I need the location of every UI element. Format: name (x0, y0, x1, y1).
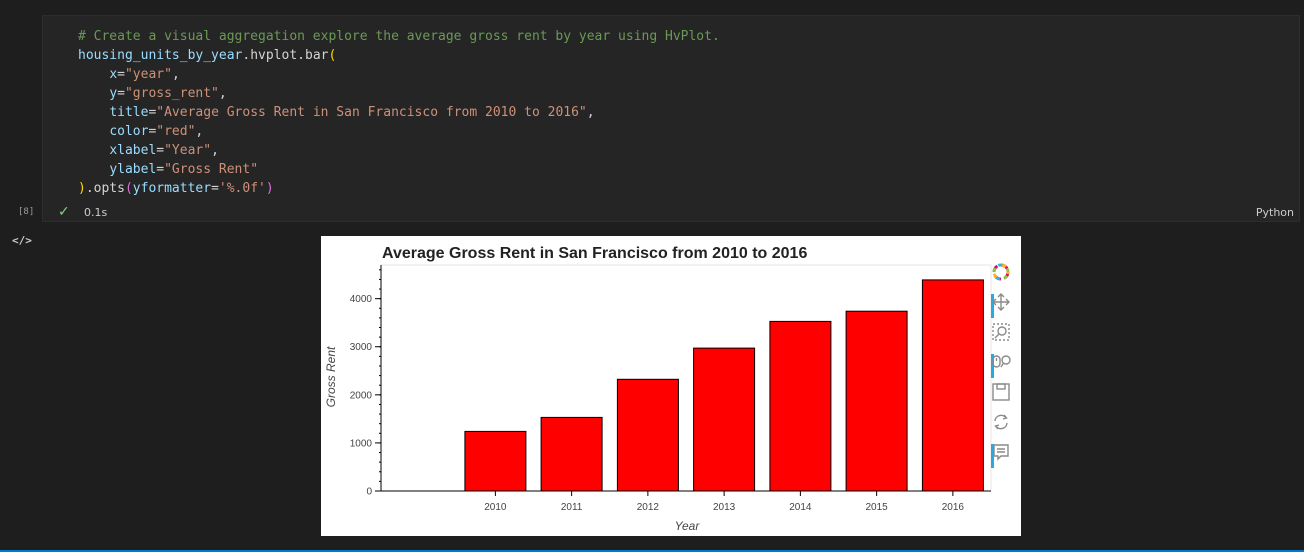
execution-time: 0.1s (84, 206, 108, 219)
bar-2010[interactable] (464, 430, 527, 492)
reset-icon[interactable] (991, 412, 1021, 440)
y-tick-label: 0 (366, 487, 372, 498)
y-axis: 0 1000 2000 3000 4000 (350, 265, 382, 498)
wheel-zoom-icon[interactable] (991, 352, 1021, 380)
x-tick-label: 2012 (637, 502, 660, 513)
bar-2011[interactable] (540, 416, 603, 492)
code-editor[interactable]: # Create a visual aggregation explore th… (78, 29, 720, 196)
bar-chart[interactable]: Average Gross Rent in San Francisco from… (321, 236, 1021, 536)
bar-2012[interactable] (616, 378, 679, 492)
save-icon[interactable] (991, 382, 1021, 410)
y-axis-label: Gross Rent (324, 346, 338, 407)
bars (464, 279, 984, 492)
language-selector[interactable]: Python (1255, 206, 1294, 219)
code-cell[interactable]: # Create a visual aggregation explore th… (42, 15, 1300, 222)
status-bar-edge (0, 550, 1304, 552)
plot-toolbar (991, 262, 1021, 472)
x-tick-label: 2011 (561, 502, 583, 513)
hover-icon[interactable] (991, 442, 1021, 470)
code-line-comment: # Create a visual aggregation explore th… (78, 29, 720, 44)
pan-icon[interactable] (991, 292, 1021, 320)
x-axis: 2010 2011 2012 2013 2014 2015 2016 (381, 490, 991, 513)
box-zoom-icon[interactable] (991, 322, 1021, 350)
x-axis-label: Year (675, 519, 701, 533)
y-tick-label: 3000 (350, 342, 373, 353)
bar-2016[interactable] (921, 279, 984, 492)
code-icon[interactable]: </> (12, 234, 32, 247)
x-tick-label: 2014 (789, 502, 812, 513)
x-tick-label: 2015 (866, 502, 889, 513)
x-tick-label: 2016 (942, 502, 965, 513)
chart-title: Average Gross Rent in San Francisco from… (382, 245, 807, 262)
y-tick-label: 1000 (350, 438, 373, 449)
bokeh-logo-icon[interactable] (991, 262, 1021, 290)
bar-2015[interactable] (845, 310, 908, 492)
chart-svg: Average Gross Rent in San Francisco from… (324, 245, 992, 533)
y-tick-label: 4000 (350, 294, 373, 305)
bar-2013[interactable] (693, 347, 756, 492)
y-tick-label: 2000 (350, 390, 373, 401)
execution-count: [8] (18, 207, 35, 217)
x-tick-label: 2013 (713, 502, 736, 513)
check-icon: ✓ (58, 204, 70, 220)
x-tick-label: 2010 (484, 502, 507, 513)
bar-2014[interactable] (769, 320, 832, 492)
